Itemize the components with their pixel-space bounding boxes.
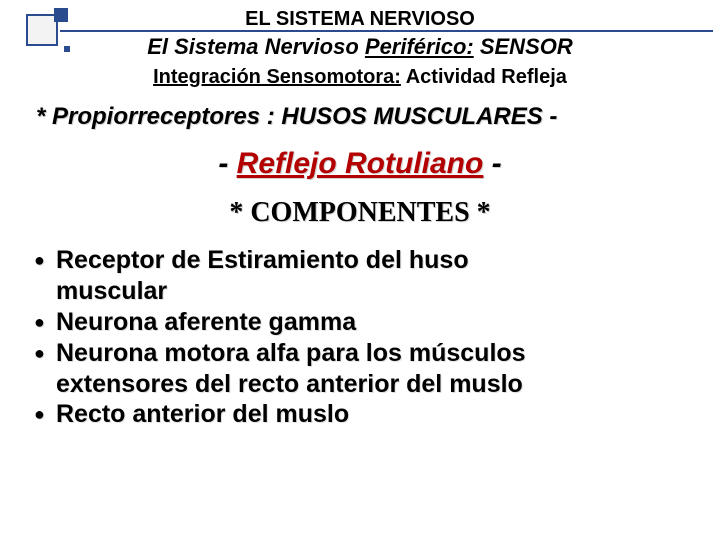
bullet-dot-icon: ● [34,245,56,276]
title3-underline: Integración Sensomotora: [153,66,401,88]
sub-reflejo: - Reflejo Rotuliano - [30,147,690,181]
slide-corner-decoration [8,8,103,58]
bullet-dot-icon: ● [34,307,56,338]
bullet-list: ●Receptor de Estiramiento del husomuscul… [30,245,690,430]
bullet-text: Receptor de Estiramiento del huso [56,245,690,276]
title-line-3: Integración Sensomotora: Actividad Refle… [30,66,690,89]
title-line-1: EL SISTEMA NERVIOSO [30,8,690,31]
bullet-text: Neurona aferente gamma [56,307,690,338]
bullet-item: ●Recto anterior del muslo [34,399,690,430]
bullet-dot-icon: ● [34,399,56,430]
bullet-item: ●Receptor de Estiramiento del huso [34,245,690,276]
deco-square-small [54,8,68,22]
bullet-dot-icon: ● [34,338,56,369]
reflejo-red: Reflejo Rotuliano [237,147,484,180]
slide-content: EL SISTEMA NERVIOSO El Sistema Nervioso … [0,0,720,430]
reflejo-pre: - [218,147,236,180]
bullet-text: Recto anterior del muslo [56,399,690,430]
title-line-2: El Sistema Nervioso Periférico: SENSOR [30,34,690,60]
bullet-item: ●Neurona aferente gamma [34,307,690,338]
title2-pre: El Sistema Nervioso [147,34,365,59]
sub-componentes: * COMPONENTES * [30,197,690,229]
title2-underline: Periférico: [365,34,474,59]
bullet-text: Neurona motora alfa para los músculos [56,338,690,369]
sub-prop: * Propiorreceptores : HUSOS MUSCULARES - [30,103,690,131]
reflejo-post: - [483,147,501,180]
bullet-text-continuation: extensores del recto anterior del muslo [34,369,690,400]
deco-square-tiny [64,46,70,52]
bullet-item: ●Neurona motora alfa para los músculos [34,338,690,369]
deco-horizontal-line [60,30,713,32]
title3-post: Actividad Refleja [401,66,567,88]
title2-post: SENSOR [474,34,573,59]
bullet-text-continuation: muscular [34,276,690,307]
